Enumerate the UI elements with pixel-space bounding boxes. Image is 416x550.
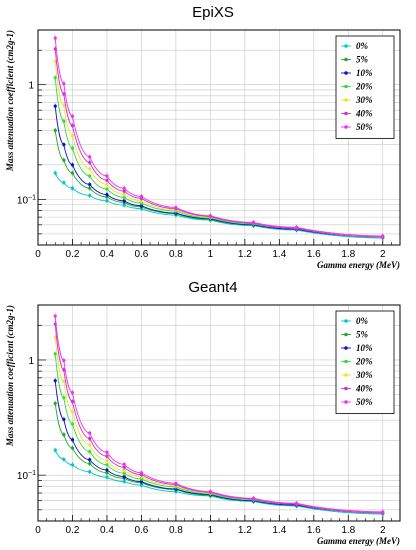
legend-label: 5% xyxy=(356,55,369,65)
x-tick-label: 1 xyxy=(208,525,214,536)
x-tick-label: 0 xyxy=(35,249,41,260)
y-tick-label: 1 xyxy=(28,356,34,367)
series-50pct xyxy=(53,35,385,239)
legend-label: 50% xyxy=(356,397,373,407)
x-tick-label: 1.2 xyxy=(238,525,252,536)
legend-label: 30% xyxy=(355,370,373,380)
legend-swatch-marker xyxy=(344,359,348,364)
legend-label: 20% xyxy=(355,357,373,367)
x-tick-label: 0.8 xyxy=(169,525,183,536)
x-tick-label: 1.8 xyxy=(341,249,355,260)
legend-label: 5% xyxy=(356,330,369,340)
x-tick-label: 0.2 xyxy=(66,525,80,536)
legend-swatch-marker xyxy=(344,71,348,75)
y-axis-title: Mass attenuation coefficient (cm2g-1) xyxy=(5,305,15,447)
legend-swatch-marker xyxy=(344,84,348,89)
legend-label: 40% xyxy=(355,109,373,119)
x-tick-label: 0.8 xyxy=(169,249,183,260)
y-tick-label: 10−1 xyxy=(17,194,36,206)
x-tick-label: 1 xyxy=(208,249,214,260)
legend-label: 50% xyxy=(356,122,373,132)
legend-swatch-marker xyxy=(344,386,348,391)
legend-label: 20% xyxy=(355,82,373,92)
chart-panel-2: Geant4 0 0.2 0.4 0.6 0.8 1 1.2 1.4 1.6 1.8 2 10−1 1 Ga… xyxy=(5,279,401,546)
legend-swatch-marker xyxy=(344,125,348,129)
x-tick-label: 1.6 xyxy=(307,249,321,260)
x-tick-label: 1.2 xyxy=(238,249,252,260)
x-tick-label: 0.4 xyxy=(100,249,114,260)
x-tick-label: 2 xyxy=(380,525,386,536)
x-tick-label: 1.8 xyxy=(341,525,355,536)
x-tick-label: 0.4 xyxy=(100,525,114,536)
series-line xyxy=(54,316,383,513)
legend-swatch-marker xyxy=(344,57,348,62)
x-axis-title: Gamma energy (MeV) xyxy=(317,536,400,546)
legend-swatch-marker xyxy=(344,111,348,116)
legend-swatch-marker xyxy=(344,400,348,404)
series-20pct xyxy=(53,75,385,240)
series-line xyxy=(54,77,383,238)
legend-label: 30% xyxy=(355,95,373,105)
legend-swatch-marker xyxy=(344,332,348,337)
legend-swatch-marker xyxy=(344,44,348,48)
x-tick-label: 1.6 xyxy=(307,525,321,536)
x-tick-label: 0.6 xyxy=(134,525,148,536)
series-50pct xyxy=(53,313,385,515)
series-20pct xyxy=(53,351,385,516)
x-tick-label: 0 xyxy=(35,525,41,536)
series-30pct xyxy=(53,58,385,240)
y-axis-title: Mass attenuation coefficient (cm2g-1) xyxy=(5,30,15,172)
y-tick-label: 1 xyxy=(28,81,34,92)
series-0pct xyxy=(53,170,385,241)
series-line xyxy=(54,172,383,239)
legend: 0% 5% 10% 20% 30% 40% 50% xyxy=(335,310,395,414)
legend-swatch-marker xyxy=(344,98,348,102)
legend-swatch-marker xyxy=(344,346,348,350)
legend-swatch-marker xyxy=(344,373,348,377)
x-tick-label: 1.4 xyxy=(272,525,286,536)
legend-swatch-marker xyxy=(344,319,348,323)
series-30pct xyxy=(53,334,385,516)
y-tick-exponent: −1 xyxy=(28,194,36,201)
series-line xyxy=(54,38,383,237)
x-tick-label: 0.2 xyxy=(66,249,80,260)
chart-title: Geant4 xyxy=(188,279,237,296)
series-line xyxy=(54,48,383,238)
x-tick-label: 2 xyxy=(380,249,386,260)
legend: 0% 5% 10% 20% 30% 40% 50% xyxy=(335,35,395,139)
legend-label: 0% xyxy=(356,41,369,51)
legend-label: 40% xyxy=(355,384,373,394)
x-tick-label: 0.6 xyxy=(134,249,148,260)
legend-label: 10% xyxy=(356,68,373,78)
series-0pct xyxy=(53,447,385,517)
legend-label: 10% xyxy=(356,343,373,353)
series-line xyxy=(54,324,383,514)
x-tick-label: 1.4 xyxy=(272,249,286,260)
y-tick-exponent: −1 xyxy=(28,470,36,477)
y-tick-label: 10−1 xyxy=(17,470,36,482)
x-axis-title: Gamma energy (MeV) xyxy=(317,260,400,270)
legend-label: 0% xyxy=(356,316,369,326)
chart-title: EpiXS xyxy=(192,4,234,21)
chart-panel-1: EpiXS 0 0.2 0.4 0.6 0.8 1 1.2 1.4 1.6 1.8 2 10−1 1 Gam… xyxy=(5,4,401,270)
